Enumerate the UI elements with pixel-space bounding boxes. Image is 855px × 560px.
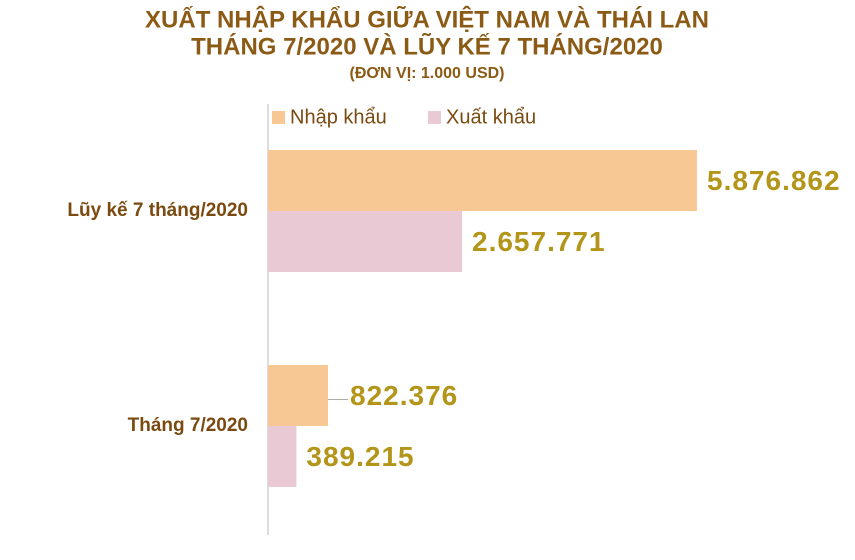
legend-swatch [272,111,285,124]
legend-swatch [428,111,441,124]
chart-title: THÁNG 7/2020 VÀ LŨY KẾ 7 THÁNG/2020 [191,32,663,60]
bar [268,211,463,272]
value-label: 822.376 [350,380,458,411]
category-label: Lũy kế 7 tháng/2020 [67,200,248,221]
value-label: 5.876.862 [707,165,841,196]
chart-title: XUẤT NHẬP KHẨU GIỮA VIỆT NAM VÀ THÁI LAN [145,5,709,33]
bar [268,150,697,211]
legend-label: Nhập khẩu [290,106,387,128]
bar [268,426,297,487]
legend-label: Xuất khẩu [446,106,536,128]
value-label: 389.215 [306,441,414,472]
chart-subtitle: (ĐƠN VỊ: 1.000 USD) [349,65,504,82]
value-label: 2.657.771 [472,226,606,257]
category-label: Tháng 7/2020 [128,415,248,436]
bar [268,365,329,426]
